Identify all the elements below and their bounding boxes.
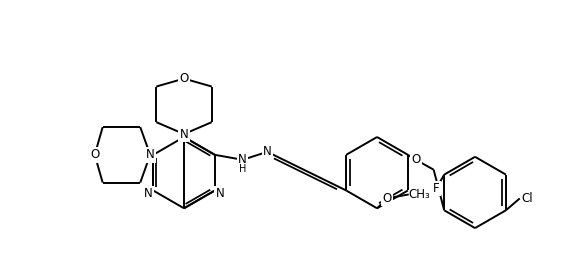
Text: N: N <box>215 187 225 200</box>
Text: N: N <box>238 153 247 166</box>
Text: N: N <box>180 127 188 140</box>
Text: O: O <box>179 72 189 85</box>
Text: CH₃: CH₃ <box>409 188 430 201</box>
Text: N: N <box>263 145 272 158</box>
Text: H: H <box>239 164 246 174</box>
Text: Cl: Cl <box>522 192 534 205</box>
Text: N: N <box>180 125 188 138</box>
Text: O: O <box>382 192 392 205</box>
Text: N: N <box>143 187 153 200</box>
Text: O: O <box>90 148 99 161</box>
Text: F: F <box>433 182 439 195</box>
Text: O: O <box>411 153 421 166</box>
Text: N: N <box>146 148 155 161</box>
